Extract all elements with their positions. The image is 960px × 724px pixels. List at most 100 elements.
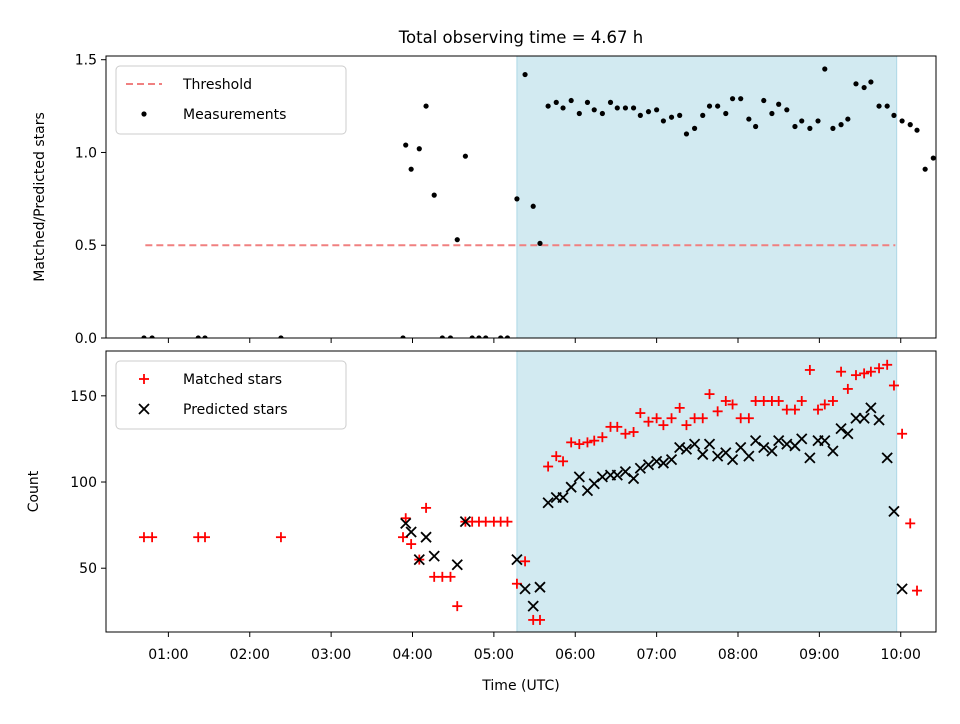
y-tick-label: 50 [79,561,97,577]
matched-stars-point [147,532,158,543]
predicted-stars-point [842,428,854,440]
measurement-point [700,112,706,118]
predicted-stars-point [428,550,440,562]
matched-stars-point [452,601,463,612]
axes-frame-1 [105,55,937,339]
matched-stars-point [789,404,800,415]
measurement-point [830,125,836,131]
x-stroke-2 [688,438,701,450]
matched-stars-point [882,359,893,370]
x-tick-label: 07:00 [636,647,676,663]
y-axis-label: Count [26,470,42,512]
predicted-stars-point [796,433,808,445]
measurement-point [784,107,790,113]
matched-stars-point [666,413,677,424]
x-stroke-2 [657,457,670,469]
measurement-point [884,103,890,109]
measurement-point [660,118,667,124]
measurement-point [715,103,721,109]
measurement-point [599,110,605,117]
x-tick-label: 09:00 [799,647,839,663]
legend-box [115,360,347,430]
measurement-point [677,112,683,118]
x-stroke-2 [703,438,716,450]
measurement-point [776,101,782,107]
x-stroke-2 [819,435,831,447]
matched-stars-point [773,395,784,406]
predicted-stars-point [697,448,709,461]
x-stroke-2 [735,441,747,454]
x-stroke-2 [642,459,655,471]
measurement-point [439,335,445,338]
measurement-point [769,110,775,117]
matched-stars-point [897,428,908,439]
predicted-stars-point [400,517,412,530]
measurement-point [622,105,629,111]
measurement-point [753,123,759,130]
y-tick-label: 0.5 [75,238,97,254]
matched-stars-point [912,585,923,596]
predicted-stars-point [611,469,623,481]
legend-label: Predicted stars [183,402,288,418]
predicted-stars-point [773,435,785,447]
measurement-point [530,203,536,209]
measurement-point [861,84,867,91]
measurement-point [553,99,559,105]
measurement-point [922,166,928,172]
x-stroke-2 [712,450,724,462]
x-stroke-2 [627,472,640,485]
matched-stars-point [620,428,631,439]
matched-stars-point [743,413,754,424]
measurement-point [591,107,597,113]
x-tick-label: 03:00 [311,647,351,663]
matched-stars-point [582,437,593,448]
chart-title: Total observing time = 4.67 h [398,28,643,47]
predicted-stars-point [665,453,678,466]
measurement-point [522,71,528,78]
measurement-point [668,114,675,120]
predicted-stars-point [896,583,908,595]
observing-interval-shade [516,56,897,338]
predicted-stars-point [835,422,847,435]
matched-stars-point [836,366,847,377]
matched-stars-point [697,413,708,424]
predicted-stars-point [743,450,755,462]
legend-label: Threshold [182,77,252,93]
predicted-stars-point [451,559,463,571]
x-stroke-2 [766,445,778,457]
x-stroke-2 [758,441,770,454]
x-stroke-2 [680,443,693,455]
x-stroke-2 [511,553,523,566]
measurement-point [462,153,468,159]
matched-stars-point [574,439,585,450]
x-tick-label: 05:00 [474,647,514,663]
matched-stars-point [865,366,876,377]
plot-area-2 [138,359,923,625]
predicted-stars-point [459,516,472,528]
predicted-stars-point [680,443,693,455]
x-stroke-2 [796,433,808,445]
x-stroke-2 [413,553,425,566]
observing-interval-shade [516,351,897,632]
measurement-point [514,196,520,202]
x-stroke-2 [596,471,609,483]
matched-stars-point [888,380,899,391]
measurement-point [914,127,920,133]
measurement-point [607,99,614,105]
measurement-point [930,155,936,161]
x-tick-label: 06:00 [555,647,595,663]
matched-stars-point [445,571,456,582]
predicted-stars-point [519,583,531,595]
measurement-point [907,122,913,128]
measurement-point [630,105,637,111]
measurement-point [792,123,798,130]
predicted-stars-point [819,435,831,447]
matched-stars-point [712,406,723,417]
measurement-point [498,335,504,338]
measurement-point [815,118,821,124]
measurement-point [876,103,882,109]
x-stroke-2 [726,453,739,466]
matched-stars-point [275,532,286,543]
x-stroke-2 [557,491,569,504]
x-tick-label: 08:00 [718,647,758,663]
